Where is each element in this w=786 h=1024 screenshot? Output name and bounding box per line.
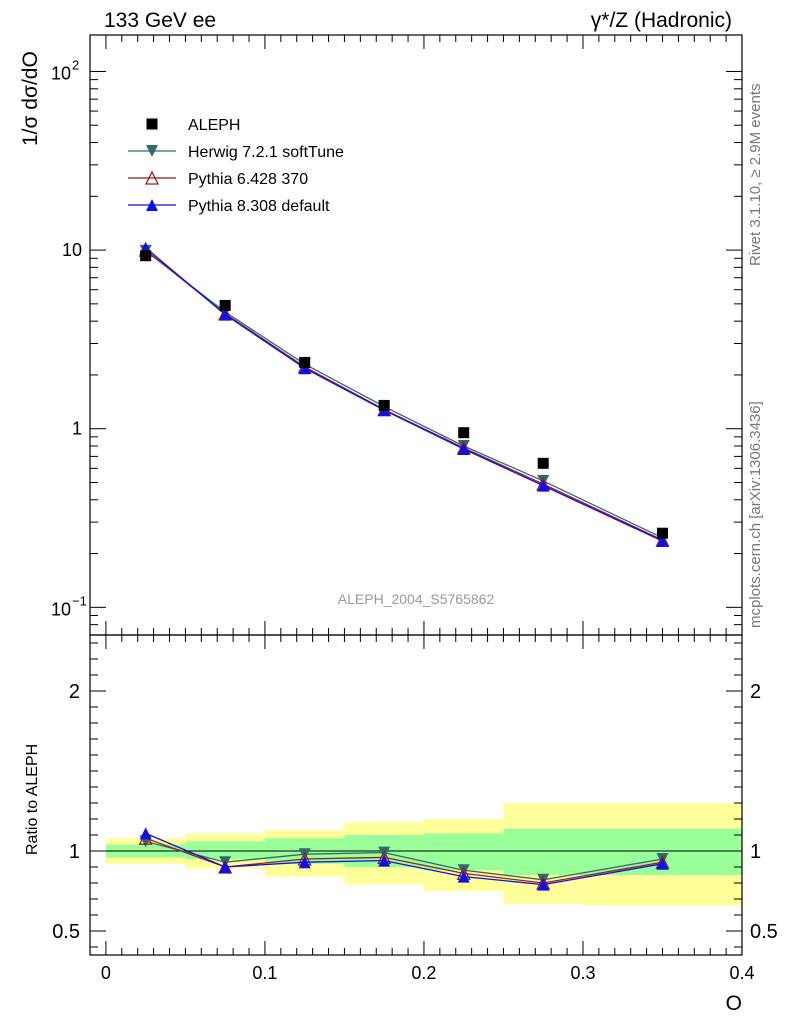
x-axis-title: O [726, 992, 742, 1015]
ratio-series-point [457, 870, 470, 883]
main-data-point [299, 356, 311, 368]
ratio-frame [89, 634, 743, 956]
y-tick-label-right: 1 [750, 841, 761, 863]
legend-label: ALEPH [188, 117, 240, 134]
y-tick-label: 1 [69, 841, 80, 863]
ratio-band-green [185, 841, 265, 859]
header-left: 133 GeV ee [104, 9, 216, 32]
ratio-series-point [298, 856, 311, 869]
main-data-point [378, 399, 390, 411]
y-tick-label-base: 10 [51, 599, 71, 619]
main-data-point [219, 299, 231, 311]
ratio-series-point [457, 864, 470, 877]
main-series-point [219, 308, 232, 321]
main-series-point [656, 535, 669, 548]
ratio-series-point [656, 857, 669, 870]
x-tick-label: 0 [101, 963, 111, 983]
main-series-line [145, 249, 663, 541]
y-axis-title-main: 1/σ dσ/dO [19, 51, 42, 146]
y-tick-label-right: 0.5 [750, 921, 778, 943]
legend-marker [146, 145, 158, 157]
y-tick-label-exponent: 2 [72, 57, 79, 72]
legend-marker [146, 199, 158, 211]
x-tick-label: 0.3 [570, 963, 595, 983]
mcplots-label: mcplots.cern.ch [arXiv:1306.3436] [747, 401, 764, 628]
legend-label: Pythia 8.308 default [188, 198, 330, 215]
ratio-series-group [138, 827, 670, 891]
legend-marker [146, 118, 158, 130]
ratio-band-green [503, 828, 583, 875]
main-data-point [458, 427, 470, 439]
main-series-line [145, 250, 663, 539]
y-tick-label: 10 [62, 240, 82, 260]
header-right: γ*/Z (Hadronic) [591, 9, 732, 32]
main-series-point [457, 442, 470, 455]
y-tick-label: 1 [72, 419, 82, 439]
y-axis-title-ratio: Ratio to ALEPH [24, 744, 41, 855]
y-tick-label-right: 2 [750, 681, 761, 703]
y-tick-label: 2 [69, 681, 80, 703]
rivet-label: Rivet 3.1.10, ≥ 2.9M events [747, 84, 764, 267]
analysis-id: ALEPH_2004_S5765862 [338, 591, 495, 607]
y-tick-label-base: 10 [51, 63, 71, 83]
x-tick-label: 0.1 [252, 963, 277, 983]
main-series-point [298, 362, 311, 375]
main-series-point [537, 479, 550, 492]
main-data-point [140, 250, 152, 262]
x-tick-label: 0.2 [411, 963, 436, 983]
y-tick-label: 0.5 [52, 921, 80, 943]
main-data-point [537, 457, 549, 469]
y-tick-label-exponent: −1 [72, 593, 87, 608]
main-data-group [140, 250, 668, 539]
ratio-series-point [537, 878, 550, 891]
legend-label: Herwig 7.2.1 softTune [188, 144, 344, 161]
legend-marker [144, 170, 160, 185]
ratio-series-point [378, 854, 391, 867]
ratio-series-point [219, 861, 232, 873]
main-series-group [138, 241, 670, 548]
ratio-bands-group [90, 803, 742, 906]
legend-label: Pythia 6.428 370 [188, 171, 308, 188]
main-series-line [145, 247, 663, 542]
ratio-series-point [139, 827, 152, 840]
main-data-point [656, 527, 668, 539]
legend: ALEPH Herwig 7.2.1 softTune Pythia 6.428 3… [128, 117, 344, 215]
x-tick-label: 0.4 [729, 963, 754, 983]
